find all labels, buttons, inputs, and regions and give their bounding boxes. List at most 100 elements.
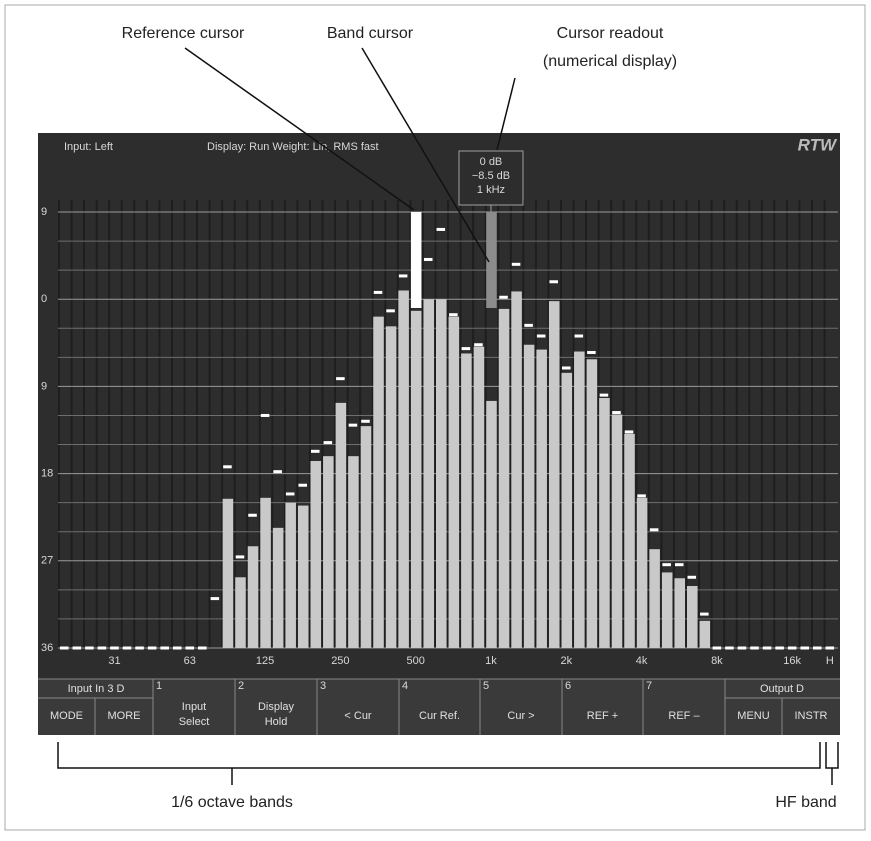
peak-hold <box>298 483 307 487</box>
softkey-label[interactable]: Display Hold <box>258 701 295 728</box>
band-stripe <box>120 200 123 648</box>
band-stripe <box>359 200 362 648</box>
x-tick-label: H <box>826 655 834 667</box>
band-stripe <box>133 200 136 648</box>
peak-hold <box>373 290 383 294</box>
band-stripe <box>472 200 475 648</box>
softkey[interactable]: MODE <box>50 710 83 722</box>
bar <box>247 546 259 648</box>
softkey[interactable]: 7 REF – <box>646 680 700 722</box>
logo: RTW <box>798 135 838 154</box>
group-label: Output D <box>760 683 804 695</box>
peak-hold <box>549 280 558 284</box>
softkey[interactable]: MENU <box>737 710 769 722</box>
bar <box>222 498 234 648</box>
softkey-label[interactable]: MODE <box>50 710 83 722</box>
peak-hold <box>110 646 119 650</box>
band-stripe <box>371 200 374 648</box>
peak-hold <box>185 646 195 650</box>
softkey-label[interactable]: MORE <box>108 710 141 722</box>
peak-hold <box>85 646 94 650</box>
band-stripe <box>447 200 450 648</box>
bar <box>410 310 422 648</box>
softkey[interactable]: MORE <box>108 710 141 722</box>
y-tick-label: 9 <box>41 380 47 392</box>
softkey-number: 2 <box>238 680 244 692</box>
peak-hold <box>787 646 797 650</box>
softkey-label[interactable]: MENU <box>737 710 769 722</box>
band-stripe <box>183 200 186 648</box>
softkey[interactable]: 5 Cur > <box>483 680 535 722</box>
x-tick-label: 31 <box>108 655 120 667</box>
peak-hold <box>60 646 69 650</box>
softkey-number: 4 <box>402 680 408 692</box>
peak-hold <box>147 646 157 650</box>
bar <box>649 549 660 648</box>
band-stripe <box>660 200 663 648</box>
softkey-number: 1 <box>156 680 162 692</box>
softkey-label[interactable]: Cur Ref. <box>419 710 460 722</box>
band-stripe <box>560 200 562 648</box>
softkey[interactable]: 2 Display Hold <box>238 680 295 728</box>
bar <box>323 456 334 648</box>
softkey[interactable]: 4 Cur Ref. <box>402 680 460 722</box>
peak-hold <box>436 227 446 231</box>
band-stripe <box>484 200 487 648</box>
y-tick-label: 36 <box>41 642 53 654</box>
softkey-number: 6 <box>565 680 571 692</box>
readout-text: −8.5 dB <box>472 170 510 182</box>
softkey-label[interactable]: REF + <box>587 710 618 722</box>
band-stripe <box>572 200 575 648</box>
softkey-number: 3 <box>320 680 326 692</box>
bar <box>310 461 322 648</box>
bar <box>561 372 573 648</box>
bar <box>473 346 485 648</box>
bar <box>511 291 522 648</box>
peak-hold <box>285 492 295 496</box>
bar <box>586 359 598 648</box>
header-text: Display: Run Weight: Lin, RMS fast <box>207 141 379 153</box>
peak-hold <box>612 411 621 415</box>
band-stripe <box>108 200 111 648</box>
band-stripe <box>384 200 387 648</box>
softkey-label[interactable]: Cur > <box>507 710 534 722</box>
softkey[interactable]: INSTR <box>795 710 828 722</box>
softkey[interactable]: 1 Input Select <box>156 680 209 728</box>
bar <box>611 414 623 648</box>
softkey-label[interactable]: INSTR <box>795 710 828 722</box>
bar <box>272 527 284 648</box>
softkey[interactable]: 3 < Cur <box>320 680 372 722</box>
softkey[interactable]: 6 REF + <box>565 680 618 722</box>
band-stripe <box>823 200 826 648</box>
band-stripe <box>773 200 776 648</box>
bar <box>674 578 685 648</box>
band-stripe <box>421 200 424 648</box>
softkey-label[interactable]: REF – <box>668 710 700 722</box>
band-stripe <box>597 200 600 648</box>
x-tick-label: 125 <box>256 655 274 667</box>
band-stripe <box>497 200 500 648</box>
x-tick-label: 8k <box>711 655 723 667</box>
band-stripe <box>785 200 788 648</box>
peak-hold <box>599 393 609 397</box>
peak-hold <box>210 597 220 601</box>
readout-box <box>458 150 524 206</box>
band-stripe <box>334 200 337 648</box>
pointer <box>184 47 415 211</box>
bar <box>235 577 246 648</box>
bar <box>260 497 271 648</box>
peak-hold <box>72 646 82 650</box>
softkey-label[interactable]: Input Select <box>179 701 210 728</box>
peak-hold <box>260 413 270 417</box>
peak-hold <box>361 419 370 423</box>
overlay <box>57 47 839 785</box>
bracket <box>57 742 821 785</box>
peak-hold <box>160 646 169 650</box>
bracket <box>825 742 839 785</box>
peak-hold <box>624 430 634 434</box>
softkey-number: 7 <box>646 680 652 692</box>
band-cursor <box>486 212 497 308</box>
softkey-label[interactable]: < Cur <box>344 710 372 722</box>
peak-hold <box>474 343 483 347</box>
